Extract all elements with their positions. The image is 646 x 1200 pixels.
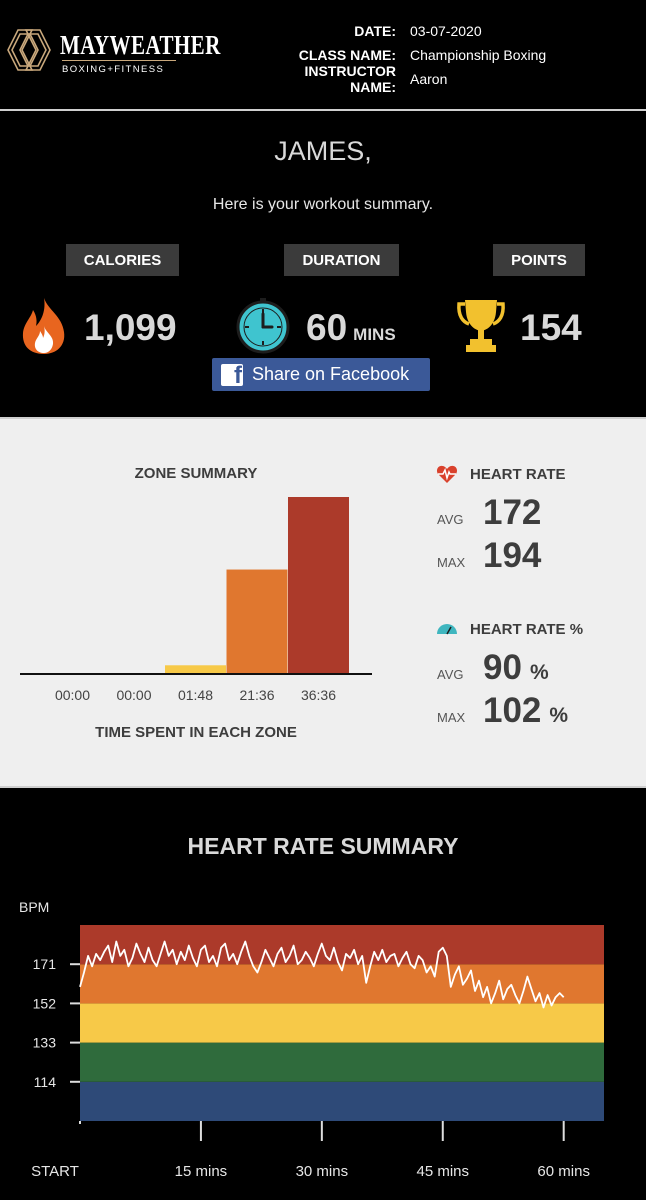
max-label: MAX — [437, 710, 466, 725]
zone-tick-label: 00:00 — [55, 687, 90, 703]
greeting: JAMES, — [274, 136, 372, 166]
section-divider — [0, 109, 646, 111]
avg-label: AVG — [437, 667, 464, 682]
heart-rate-pct-heading: HEART RATE % — [436, 618, 583, 640]
y-tick-label: 152 — [33, 995, 57, 1011]
meta-label: CLASS NAME: — [298, 47, 396, 63]
zone-tick-label: 00:00 — [116, 687, 151, 703]
zone-tick-label: 21:36 — [239, 687, 274, 703]
x-tick-label: 30 mins — [296, 1163, 349, 1180]
x-tick-label: START — [31, 1163, 79, 1180]
max-value: 102 — [483, 691, 542, 730]
share-button-label: Share on Facebook — [252, 364, 410, 384]
max-value: 194 — [483, 536, 542, 575]
meta-label: DATE: — [354, 23, 396, 39]
calories-value: 1,099 — [84, 307, 177, 348]
heart-rate-title: HEART RATE — [470, 465, 566, 483]
heart-pulse-icon — [436, 465, 458, 483]
meta-row-class-name: CLASS NAME: Championship Boxing — [262, 43, 622, 67]
heart-rate-pct-max: MAX 102 % — [437, 691, 568, 731]
y-tick-label: 114 — [34, 1074, 57, 1090]
points-label: POINTS — [493, 244, 585, 276]
heart-rate-pct-avg: AVG 90 % — [437, 648, 549, 688]
section-divider — [0, 786, 646, 788]
heart-rate-line-chart: BPM 114 133 152 171 START 15 mins 30 mins 45 min… — [19, 899, 604, 1180]
heart-rate-zone-band — [80, 1081, 604, 1121]
zone-summary-panel: ZONE SUMMARY 00:00 00:00 01:48 21:36 36:36 T… — [0, 419, 646, 786]
brand-rule — [62, 60, 176, 61]
heart-rate-line — [79, 940, 565, 1009]
class-meta: DATE: 03-07-2020 CLASS NAME: Championshi… — [262, 19, 622, 95]
duration-label: DURATION — [284, 244, 399, 276]
zone-bar — [165, 665, 226, 674]
y-axis-unit: BPM — [19, 899, 49, 915]
gauge-icon — [437, 624, 457, 635]
brand-name: MAYWEATHER — [60, 30, 221, 60]
clock-icon — [236, 298, 290, 354]
zone-summary-caption: TIME SPENT IN EACH ZONE — [95, 724, 297, 741]
heart-rate-pct-title: HEART RATE % — [470, 620, 584, 638]
section-divider — [0, 417, 646, 419]
heart-rate-heading: HEART RATE — [436, 463, 566, 485]
x-tick-label: 45 mins — [417, 1163, 470, 1180]
y-tick-label: 133 — [33, 1035, 57, 1051]
max-percent-unit: % — [549, 704, 569, 727]
heart-rate-zone-band — [80, 1042, 604, 1082]
zone-bar — [226, 569, 288, 674]
meta-value: 03-07-2020 — [410, 23, 482, 39]
avg-value: 172 — [483, 493, 542, 532]
brand-logo[interactable]: MAYWEATHER BOXING+FITNESS — [6, 24, 220, 80]
meta-row-instructor: INSTRUCTOR NAME: Aaron — [262, 63, 622, 95]
facebook-icon: f — [221, 363, 243, 386]
meta-row-date: DATE: 03-07-2020 — [262, 19, 622, 43]
zone-tick-label: 01:48 — [178, 687, 213, 703]
avg-percent-unit: % — [529, 661, 549, 684]
zone-tick-label: 36:36 — [301, 687, 336, 703]
meta-value: Aaron — [410, 71, 448, 87]
duration-number: 60 — [306, 307, 348, 348]
y-tick-label: 171 — [33, 956, 57, 972]
heart-rate-zone-band — [80, 1003, 604, 1043]
avg-label: AVG — [437, 512, 464, 527]
heart-rate-zone-band — [80, 925, 604, 965]
x-tick-label: 60 mins — [537, 1163, 590, 1180]
calories-label: CALORIES — [66, 244, 179, 276]
heart-rate-summary: HEART RATE SUMMARY BPM 114 133 152 171 START 1… — [0, 788, 646, 1200]
logo-mark-icon — [7, 29, 51, 71]
heart-rate-max: MAX 194 — [437, 536, 541, 576]
duration-unit: MINS — [353, 325, 396, 344]
zone-bar-chart: 00:00 00:00 01:48 21:36 36:36 — [20, 497, 372, 703]
workout-summary: JAMES, Here is your workout summary. CAL… — [0, 112, 646, 417]
points-value: 154 — [520, 307, 582, 348]
brand-tagline: BOXING+FITNESS — [62, 64, 165, 75]
meta-value: Championship Boxing — [410, 47, 547, 63]
heart-rate-summary-title: HEART RATE SUMMARY — [187, 833, 459, 859]
duration-value: 60 MINS — [306, 306, 396, 357]
meta-label: INSTRUCTOR NAME: — [304, 63, 396, 95]
trophy-icon — [457, 300, 505, 352]
email-header: MAYWEATHER BOXING+FITNESS DATE: 03-07-20… — [0, 0, 646, 110]
max-label: MAX — [437, 555, 466, 570]
share-on-facebook-button[interactable]: f Share on Facebook — [212, 358, 430, 391]
zone-summary-title: ZONE SUMMARY — [134, 465, 258, 482]
flame-icon — [22, 298, 65, 354]
heart-rate-avg: AVG 172 — [437, 493, 541, 533]
x-tick-label: 15 mins — [175, 1163, 228, 1180]
zone-bar — [288, 497, 349, 674]
avg-value: 90 — [483, 648, 522, 687]
intro-text: Here is your workout summary. — [212, 196, 434, 213]
